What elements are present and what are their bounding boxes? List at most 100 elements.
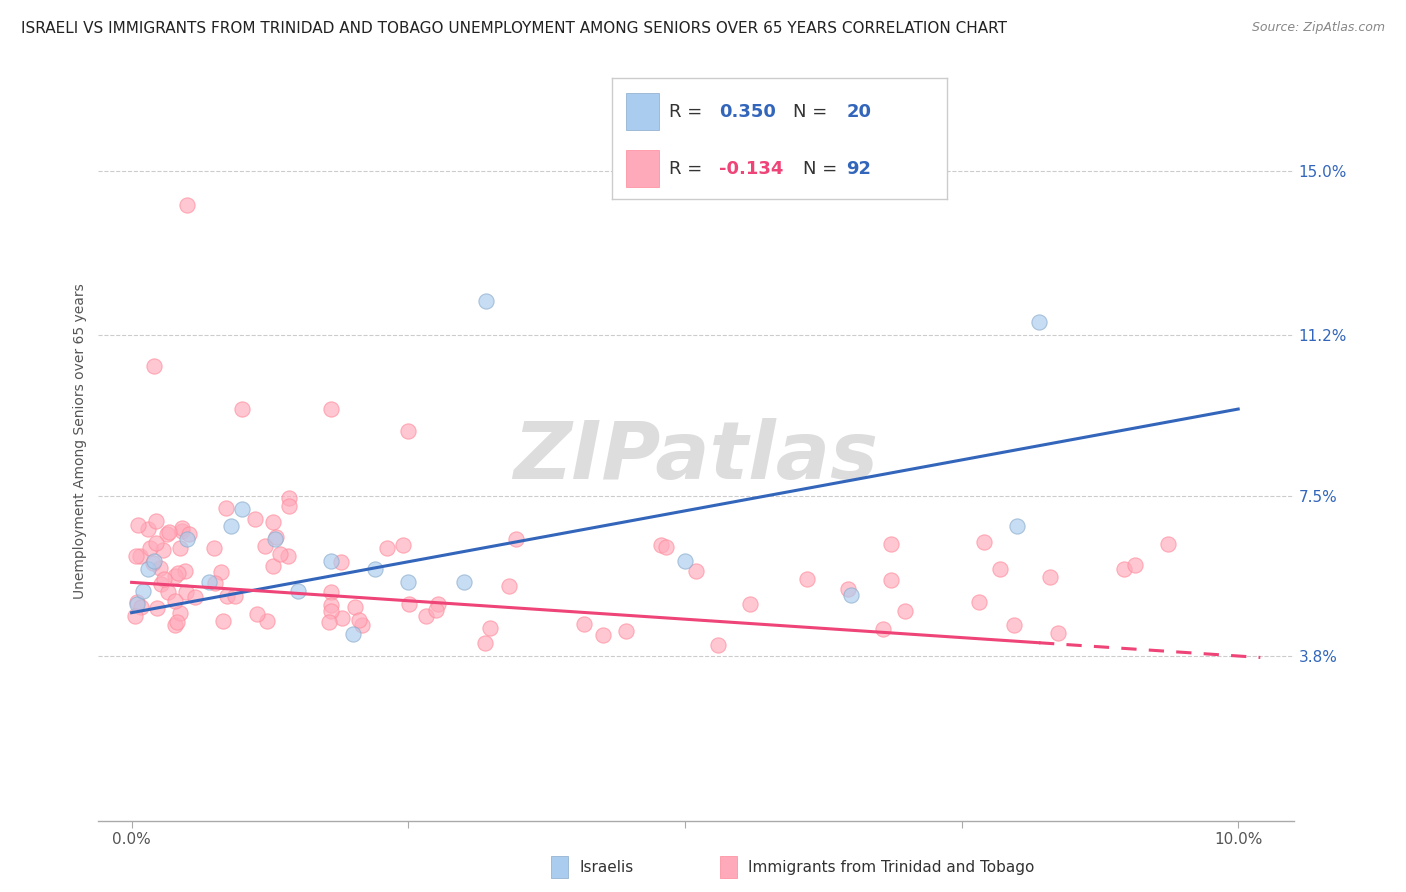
Point: [139, 541, 162, 556]
Point: [1157, 537, 1180, 551]
Point: [343, 599, 366, 614]
Point: [125, 594, 148, 608]
Point: [1125, 558, 1147, 572]
Point: [880, 537, 903, 551]
Point: [453, 575, 475, 590]
Point: [145, 535, 167, 549]
Point: [224, 590, 246, 604]
Point: [330, 611, 353, 625]
Point: [969, 595, 991, 609]
Bar: [551, 856, 568, 878]
Point: [157, 584, 180, 599]
Point: [880, 573, 903, 587]
Point: [319, 554, 342, 568]
Point: [136, 522, 159, 536]
Point: [146, 600, 169, 615]
Point: [321, 604, 343, 618]
Point: [350, 617, 373, 632]
Point: [592, 628, 614, 642]
Point: [129, 599, 152, 614]
Point: [128, 549, 150, 563]
Point: [319, 585, 342, 599]
Point: [614, 624, 637, 639]
Point: [392, 538, 415, 552]
Point: [176, 532, 198, 546]
Point: [1028, 315, 1050, 329]
Point: [474, 636, 496, 650]
Point: [894, 604, 917, 618]
Point: [364, 562, 387, 576]
Point: [166, 566, 188, 580]
Point: [142, 359, 165, 373]
Text: Israelis: Israelis: [579, 860, 634, 874]
Point: [427, 597, 450, 611]
Point: [329, 555, 352, 569]
Point: [231, 402, 253, 417]
Point: [127, 597, 149, 611]
Point: [156, 526, 179, 541]
Point: [277, 549, 299, 563]
Point: [124, 609, 146, 624]
Point: [396, 424, 419, 438]
Point: [179, 527, 201, 541]
Point: [198, 575, 221, 590]
Point: [165, 594, 187, 608]
Point: [415, 609, 437, 624]
Point: [654, 540, 676, 554]
Point: [176, 198, 198, 212]
Point: [1039, 570, 1062, 584]
Point: [872, 622, 894, 636]
Point: [256, 615, 278, 629]
Point: [1047, 625, 1070, 640]
Point: [738, 597, 761, 611]
Point: [163, 569, 186, 583]
Point: [131, 584, 153, 599]
Point: [184, 590, 207, 604]
Point: [837, 582, 859, 596]
Point: [152, 542, 174, 557]
Point: [142, 556, 165, 570]
Point: [398, 597, 420, 611]
Point: [266, 530, 288, 544]
Point: [321, 598, 343, 612]
Text: ISRAELI VS IMMIGRANTS FROM TRINIDAD AND TOBAGO UNEMPLOYMENT AMONG SENIORS OVER 6: ISRAELI VS IMMIGRANTS FROM TRINIDAD AND …: [21, 21, 1007, 36]
Point: [145, 514, 167, 528]
Point: [839, 588, 862, 602]
Point: [572, 617, 595, 632]
Point: [174, 564, 197, 578]
Point: [685, 565, 707, 579]
Point: [149, 576, 172, 591]
Point: [1005, 519, 1028, 533]
Point: [219, 519, 242, 533]
Point: [169, 541, 191, 555]
Point: [425, 603, 447, 617]
Point: [262, 515, 284, 529]
Point: [988, 561, 1011, 575]
Text: Source: ZipAtlas.com: Source: ZipAtlas.com: [1251, 21, 1385, 34]
Point: [707, 638, 730, 652]
Point: [349, 614, 371, 628]
Point: [269, 548, 291, 562]
Text: ZIPatlas: ZIPatlas: [513, 417, 879, 496]
Bar: [720, 856, 737, 878]
Point: [474, 293, 496, 308]
Point: [125, 549, 148, 563]
Point: [796, 572, 818, 586]
Point: [396, 575, 419, 590]
Point: [319, 402, 342, 417]
Point: [254, 539, 277, 553]
Point: [215, 500, 238, 515]
Point: [1002, 617, 1025, 632]
Point: [375, 541, 398, 556]
Point: [498, 579, 520, 593]
Point: [231, 501, 253, 516]
Point: [505, 533, 527, 547]
Point: [1114, 562, 1136, 576]
Point: [166, 615, 188, 629]
Point: [174, 585, 197, 599]
Point: [172, 521, 194, 535]
Point: [342, 627, 364, 641]
Point: [165, 617, 187, 632]
Point: [170, 524, 193, 538]
Point: [650, 538, 672, 552]
